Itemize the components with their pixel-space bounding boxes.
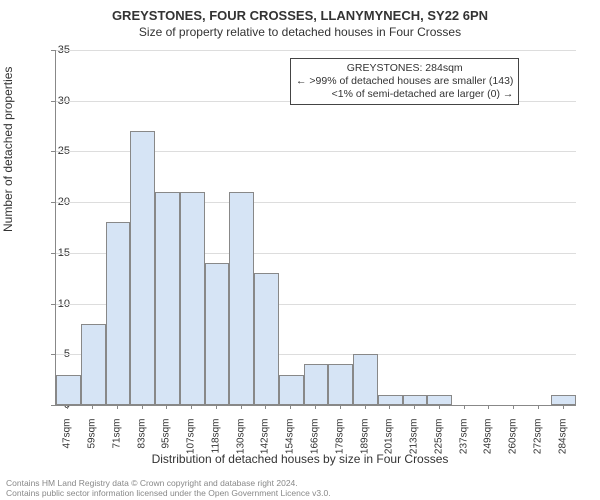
x-tick-mark	[241, 405, 242, 409]
x-tick-mark	[67, 405, 68, 409]
x-tick-mark	[315, 405, 316, 409]
histogram-bar	[106, 222, 131, 405]
histogram-bar	[81, 324, 106, 405]
x-tick-mark	[513, 405, 514, 409]
x-tick-mark	[216, 405, 217, 409]
footer-line-1: Contains HM Land Registry data © Crown c…	[6, 478, 331, 488]
histogram-bar	[130, 131, 155, 405]
property-size-histogram: GREYSTONES, FOUR CROSSES, LLANYMYNECH, S…	[0, 0, 600, 500]
histogram-bar	[254, 273, 279, 405]
annotation-line-1: GREYSTONES: 284sqm	[296, 62, 513, 75]
chart-subtitle: Size of property relative to detached ho…	[0, 23, 600, 39]
annotation-box: GREYSTONES: 284sqm ← >99% of detached ho…	[290, 58, 519, 105]
x-tick-mark	[389, 405, 390, 409]
chart-title: GREYSTONES, FOUR CROSSES, LLANYMYNECH, S…	[0, 0, 600, 23]
x-axis-label: Distribution of detached houses by size …	[0, 452, 600, 466]
annotation-line-3: <1% of semi-detached are larger (0) →	[296, 88, 513, 101]
histogram-bar	[353, 354, 378, 405]
x-tick-mark	[117, 405, 118, 409]
x-tick-mark	[290, 405, 291, 409]
histogram-bar	[328, 364, 353, 405]
histogram-bar	[56, 375, 81, 405]
grid-line	[56, 50, 576, 51]
histogram-bar	[180, 192, 205, 405]
x-tick-mark	[538, 405, 539, 409]
x-tick-mark	[142, 405, 143, 409]
footer-attribution: Contains HM Land Registry data © Crown c…	[6, 478, 331, 498]
x-tick-mark	[464, 405, 465, 409]
x-tick-mark	[365, 405, 366, 409]
histogram-bar	[551, 395, 576, 405]
x-tick-mark	[265, 405, 266, 409]
x-tick-mark	[92, 405, 93, 409]
x-tick-mark	[166, 405, 167, 409]
annotation-line-2: ← >99% of detached houses are smaller (1…	[296, 75, 513, 88]
histogram-bar	[378, 395, 403, 405]
x-tick-mark	[414, 405, 415, 409]
histogram-bar	[279, 375, 304, 405]
histogram-bar	[155, 192, 180, 405]
x-tick-mark	[340, 405, 341, 409]
footer-line-2: Contains public sector information licen…	[6, 488, 331, 498]
histogram-bar	[205, 263, 230, 405]
histogram-bar	[229, 192, 254, 405]
x-tick-mark	[563, 405, 564, 409]
x-tick-mark	[439, 405, 440, 409]
x-tick-mark	[488, 405, 489, 409]
x-tick-mark	[191, 405, 192, 409]
histogram-bar	[403, 395, 428, 405]
histogram-bar	[304, 364, 329, 405]
histogram-bar	[427, 395, 452, 405]
y-axis-label: Number of detached properties	[1, 67, 15, 232]
